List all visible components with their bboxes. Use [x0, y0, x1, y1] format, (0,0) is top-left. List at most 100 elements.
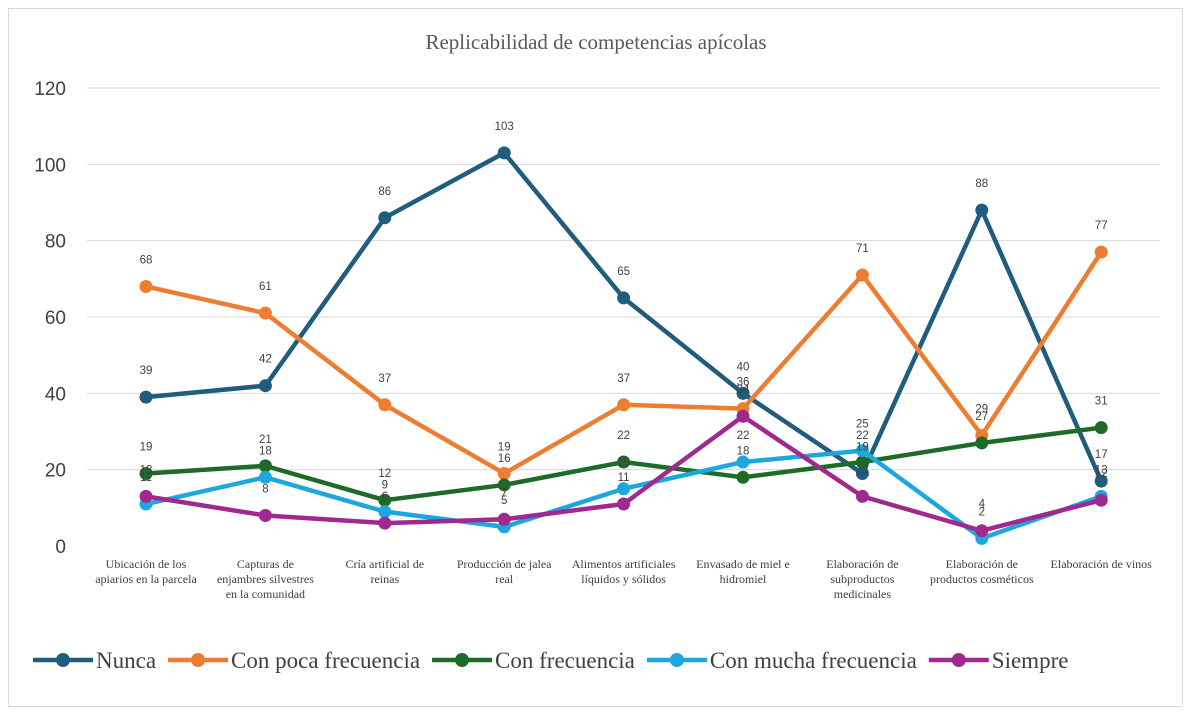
data-point	[497, 478, 511, 492]
data-point	[975, 524, 989, 538]
y-tick-label: 0	[55, 537, 66, 558]
data-label: 13	[1095, 464, 1108, 476]
data-point	[258, 470, 272, 484]
data-label: 25	[856, 419, 869, 431]
y-tick-label: 40	[45, 384, 66, 405]
data-label: 22	[737, 430, 750, 442]
legend-label: Con poca frecuencia	[231, 648, 420, 673]
data-point	[975, 436, 989, 450]
data-label: 27	[975, 411, 988, 423]
data-label: 103	[495, 121, 514, 133]
data-label: 77	[1095, 220, 1108, 232]
data-label: 31	[1095, 396, 1108, 408]
data-point	[258, 379, 272, 393]
x-tick-label: Elaboración de vinos	[1051, 557, 1153, 571]
data-point	[855, 268, 869, 282]
data-label: 29	[975, 403, 988, 415]
data-point	[378, 211, 392, 225]
data-label: 21	[259, 434, 272, 446]
data-label: 19	[498, 441, 511, 453]
y-tick-label: 60	[45, 308, 66, 329]
data-point	[855, 444, 869, 458]
x-tick-label: Producción de jalea real	[457, 557, 552, 586]
data-label: 22	[617, 430, 630, 442]
data-point	[258, 508, 272, 522]
data-point	[617, 497, 631, 511]
data-label: 11	[140, 472, 152, 484]
legend-marker	[455, 653, 470, 667]
data-label: 12	[378, 468, 391, 480]
data-point	[139, 390, 153, 404]
chart-frame	[8, 8, 1183, 707]
data-label: 39	[140, 365, 153, 377]
data-point	[139, 466, 153, 480]
x-tick-label: Alimentos artificiales líquidos y sólidos	[572, 557, 676, 586]
x-tick-label: Capturas de enjambres silvestres en la com…	[217, 557, 314, 601]
data-point	[855, 489, 869, 503]
data-label: 88	[975, 178, 988, 190]
data-label: 22	[856, 430, 869, 442]
legend-marker	[191, 653, 206, 667]
data-point	[617, 455, 631, 469]
data-label: 6	[382, 491, 388, 503]
data-point	[378, 493, 392, 507]
y-tick-label: 20	[45, 461, 66, 482]
data-label: 65	[617, 266, 630, 278]
data-label: 4	[979, 499, 986, 511]
data-label: 13	[856, 464, 869, 476]
data-point	[497, 146, 511, 160]
data-point	[855, 466, 869, 480]
y-tick-label: 100	[34, 155, 66, 176]
data-point	[378, 505, 392, 519]
data-label: 17	[1095, 449, 1108, 461]
data-label: 36	[737, 377, 750, 389]
x-tick-label: Envasado de miel e hidromiel	[696, 557, 790, 586]
data-point	[855, 455, 869, 469]
data-label: 19	[140, 441, 153, 453]
data-label: 61	[259, 281, 272, 293]
x-tick-label: Ubicación de los apiarios en la parcela	[95, 557, 197, 586]
data-label: 42	[259, 354, 272, 366]
legend-label: Nunca	[96, 648, 156, 673]
legend-marker	[669, 653, 684, 667]
data-point	[1094, 421, 1108, 435]
legend-label: Siempre	[992, 648, 1069, 673]
data-label: 13	[140, 464, 153, 476]
data-point	[617, 398, 631, 412]
data-point	[617, 482, 631, 496]
data-label: 18	[259, 445, 272, 457]
data-label: 16	[498, 453, 511, 465]
legend-label: Con frecuencia	[495, 648, 635, 673]
data-point	[617, 291, 631, 305]
legend-marker	[951, 653, 966, 667]
data-point	[258, 459, 272, 473]
data-point	[736, 455, 750, 469]
data-point	[736, 409, 750, 423]
data-label: 19	[856, 441, 869, 453]
data-point	[736, 386, 750, 400]
data-point	[1094, 493, 1108, 507]
data-point	[258, 306, 272, 320]
data-label: 34	[737, 384, 750, 396]
y-tick-label: 80	[45, 232, 66, 253]
data-label: 37	[617, 373, 630, 385]
data-label: 15	[617, 457, 630, 469]
data-label: 37	[378, 373, 391, 385]
x-tick-label: Cría artificial de reinas	[345, 557, 424, 586]
data-point	[975, 203, 989, 217]
data-label: 8	[262, 483, 268, 495]
data-label: 11	[618, 472, 630, 484]
data-point	[1094, 474, 1108, 488]
data-label: 2	[979, 506, 985, 518]
data-point	[736, 470, 750, 484]
legend-marker	[56, 653, 70, 667]
data-point	[497, 512, 511, 526]
data-point	[1094, 245, 1108, 259]
x-tick-label: Elaboración de productos cosméticos	[930, 557, 1034, 586]
data-label: 68	[140, 254, 153, 266]
data-label: 40	[737, 361, 750, 373]
data-point	[378, 398, 392, 412]
legend-label: Con mucha frecuencia	[710, 648, 917, 673]
data-label: 12	[1095, 468, 1108, 480]
